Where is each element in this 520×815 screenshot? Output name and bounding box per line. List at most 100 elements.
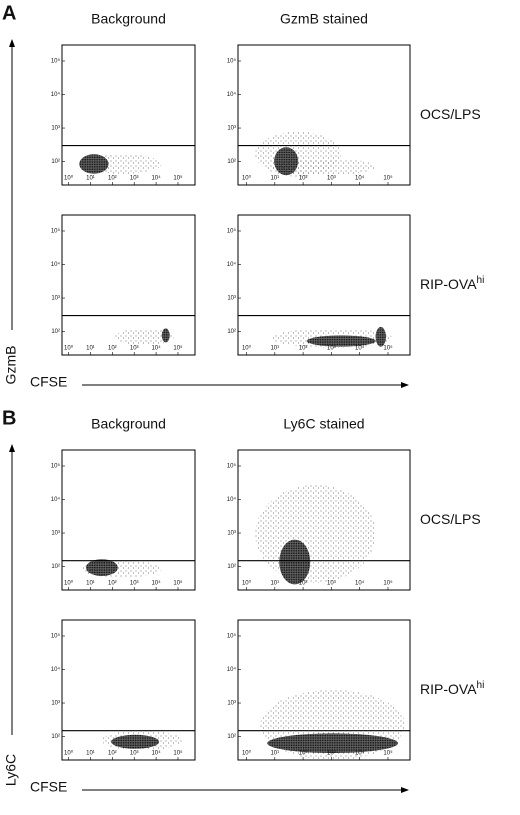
x-tick-label: 10⁰	[64, 750, 74, 757]
y-tick-label: 10³	[51, 701, 60, 707]
panel-letter: A	[2, 2, 16, 24]
y-tick-label: 10⁴	[227, 261, 237, 268]
cell-cloud	[255, 485, 376, 583]
x-tick-label: 10³	[327, 751, 336, 757]
y-tick-label: 10²	[227, 734, 236, 740]
y-tick-label: 10²	[51, 564, 60, 570]
x-tick-label: 10⁴	[151, 580, 161, 587]
column-title: Background	[91, 416, 166, 432]
y-tick-label: 10³	[51, 296, 60, 302]
y-tick-label: 10²	[227, 564, 236, 570]
row-label-text: OCS/LPS	[420, 106, 481, 122]
x-tick-label: 10⁰	[64, 345, 74, 352]
x-tick-label: 10⁴	[355, 580, 365, 587]
y-tick-label: 10⁵	[227, 58, 237, 65]
row-label-text: RIP-OVA	[420, 681, 477, 697]
plot-frame	[237, 214, 411, 356]
row-label-sup: hi	[477, 680, 485, 691]
y-tick-label: 10⁵	[51, 58, 61, 65]
row-label: RIP-OVAhi	[420, 680, 484, 697]
y-tick-label: 10⁴	[227, 91, 237, 98]
cell-cloud	[79, 154, 109, 174]
x-tick-label: 10⁰	[242, 750, 252, 757]
y-tick-label: 10²	[227, 159, 236, 165]
y-tick-label: 10²	[227, 329, 236, 335]
x-tick-label: 10²	[299, 176, 308, 182]
x-tick-label: 10⁵	[173, 750, 183, 757]
x-tick-label: 10¹	[86, 581, 95, 587]
x-tick-label: 10²	[299, 751, 308, 757]
y-tick-label: 10⁴	[51, 91, 61, 98]
x-tick-label: 10⁵	[383, 750, 393, 757]
x-tick-label: 10¹	[270, 581, 279, 587]
y-tick-label: 10⁵	[51, 463, 61, 470]
x-tick-label: 10¹	[86, 751, 95, 757]
x-tick-label: 10²	[108, 176, 117, 182]
x-tick-label: 10⁵	[173, 175, 183, 182]
x-axis-label: CFSE	[30, 374, 67, 390]
x-tick-label: 10³	[327, 346, 336, 352]
cell-cloud	[111, 734, 160, 749]
row-label-text: OCS/LPS	[420, 511, 481, 527]
x-tick-label: 10¹	[86, 176, 95, 182]
x-tick-label: 10⁴	[355, 750, 365, 757]
y-tick-label: 10³	[227, 531, 236, 537]
x-tick-label: 10⁵	[383, 175, 393, 182]
cell-cloud	[375, 327, 386, 347]
x-tick-label: 10⁰	[242, 580, 252, 587]
x-tick-label: 10⁰	[242, 175, 252, 182]
plot: 10² 10³ 10⁴ 10⁵ 10⁰ 10¹ 10² 10³ 10⁴ 10⁵	[227, 619, 411, 761]
cell-cloud	[306, 335, 376, 347]
plot: 10² 10³ 10⁴ 10⁵ 10⁰ 10¹ 10² 10³ 10⁴ 10⁵	[51, 44, 196, 186]
x-tick-label: 10⁴	[151, 175, 161, 182]
cell-cloud	[161, 328, 170, 343]
x-tick-label: 10⁵	[383, 345, 393, 352]
y-tick-label: 10³	[51, 126, 60, 132]
x-tick-label: 10³	[327, 176, 336, 182]
y-tick-label: 10⁵	[227, 228, 237, 235]
x-tick-label: 10¹	[270, 346, 279, 352]
x-tick-label: 10¹	[270, 176, 279, 182]
plot-frame	[61, 449, 196, 591]
x-tick-label: 10³	[130, 176, 139, 182]
y-tick-label: 10²	[51, 734, 60, 740]
x-tick-label: 10⁵	[173, 345, 183, 352]
x-tick-label: 10¹	[270, 751, 279, 757]
y-tick-label: 10⁵	[227, 463, 237, 470]
y-tick-label: 10⁴	[227, 666, 237, 673]
y-tick-label: 10⁵	[227, 633, 237, 640]
column-title: Ly6C stained	[283, 416, 364, 432]
plot-frame	[237, 619, 411, 761]
panel-letter: B	[2, 407, 16, 429]
column-title: Background	[91, 11, 166, 27]
plot: 10² 10³ 10⁴ 10⁵ 10⁰ 10¹ 10² 10³ 10⁴ 10⁵	[51, 619, 196, 761]
x-tick-label: 10⁴	[151, 750, 161, 757]
plot-frame	[61, 44, 196, 186]
y-tick-label: 10²	[51, 329, 60, 335]
cell-cloud	[115, 328, 174, 346]
cell-cloud	[267, 733, 398, 753]
plot: 10² 10³ 10⁴ 10⁵ 10⁰ 10¹ 10² 10³ 10⁴ 10⁵	[227, 44, 411, 186]
x-tick-label: 10⁰	[64, 175, 74, 182]
x-tick-label: 10²	[108, 346, 117, 352]
y-tick-label: 10²	[51, 159, 60, 165]
cell-cloud	[272, 158, 376, 176]
x-tick-label: 10²	[108, 751, 117, 757]
row-label: OCS/LPS	[420, 511, 481, 527]
y-tick-label: 10³	[51, 531, 60, 537]
plot: 10² 10³ 10⁴ 10⁵ 10⁰ 10¹ 10² 10³ 10⁴ 10⁵	[227, 449, 411, 591]
y-tick-label: 10³	[227, 701, 236, 707]
x-tick-label: 10⁴	[355, 175, 365, 182]
x-axis-label: CFSE	[30, 779, 67, 795]
y-tick-label: 10³	[227, 126, 236, 132]
plot-frame	[61, 214, 196, 356]
plot: 10² 10³ 10⁴ 10⁵ 10⁰ 10¹ 10² 10³ 10⁴ 10⁵	[51, 449, 196, 591]
x-tick-label: 10²	[108, 581, 117, 587]
x-tick-label: 10⁰	[242, 345, 252, 352]
y-axis-label: GzmB	[3, 346, 19, 385]
x-tick-label: 10³	[130, 751, 139, 757]
row-label-text: RIP-OVA	[420, 276, 477, 292]
y-tick-label: 10⁴	[227, 496, 237, 503]
plot: 10² 10³ 10⁴ 10⁵ 10⁰ 10¹ 10² 10³ 10⁴ 10⁵	[51, 214, 196, 356]
x-tick-label: 10²	[299, 581, 308, 587]
